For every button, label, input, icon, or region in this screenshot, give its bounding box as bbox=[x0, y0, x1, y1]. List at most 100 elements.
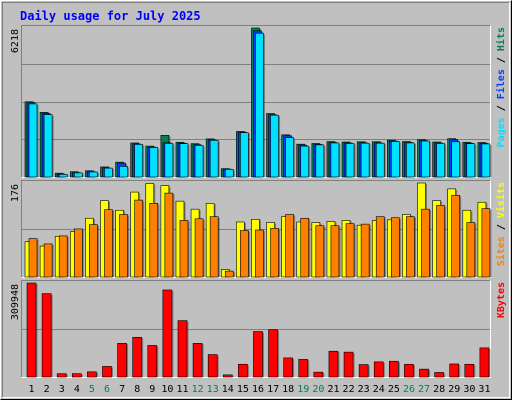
sites-bar-day-8 bbox=[134, 199, 143, 278]
pages-bar-day-15 bbox=[240, 132, 249, 178]
sites-bar-day-3 bbox=[58, 235, 68, 278]
pages-bar-day-18 bbox=[285, 137, 294, 178]
pages-bar-day-16 bbox=[255, 32, 264, 178]
pages-bar-day-17 bbox=[270, 114, 279, 178]
x-tick-label-day-21: 21 bbox=[327, 384, 339, 395]
pages-bar-day-8 bbox=[134, 144, 143, 178]
pages-bar-day-21 bbox=[330, 142, 340, 178]
sites-bar-day-2 bbox=[43, 243, 53, 278]
pages-bar-day-19 bbox=[300, 145, 310, 178]
sites-bar-day-27 bbox=[421, 208, 430, 278]
pages-bar-day-23 bbox=[360, 142, 370, 178]
sites-bar-day-6 bbox=[104, 209, 113, 278]
sites-bar-day-25 bbox=[391, 217, 400, 278]
panel-kbytes: 309948 KBytes bbox=[10, 280, 507, 378]
kbytes-bar-day-24 bbox=[373, 361, 384, 378]
x-tick-label-day-20: 20 bbox=[312, 384, 324, 395]
pages-bar-day-10 bbox=[164, 143, 174, 178]
kbytes-bar-day-18 bbox=[283, 357, 293, 378]
panel-max-label: 6218 bbox=[10, 29, 21, 53]
x-tick-label-day-8: 8 bbox=[134, 384, 140, 395]
pages-bar-day-1 bbox=[28, 103, 38, 178]
sites-bar-day-22 bbox=[345, 223, 355, 278]
sites-bar-day-17 bbox=[270, 228, 279, 278]
pages-bar-day-26 bbox=[406, 142, 415, 178]
panel-legend: Sites / Visits bbox=[495, 182, 507, 266]
sites-bar-day-19 bbox=[300, 217, 310, 278]
sites-bar-day-23 bbox=[360, 223, 370, 278]
kbytes-bar-day-31 bbox=[479, 347, 490, 378]
kbytes-bar-day-1 bbox=[26, 282, 37, 378]
pages-bar-day-9 bbox=[149, 147, 159, 178]
kbytes-bar-day-6 bbox=[102, 366, 112, 378]
panel-hits-files-pages: 6218 Pages / Files / Hits bbox=[10, 25, 507, 178]
x-tick-label-day-14: 14 bbox=[222, 384, 234, 395]
sites-bar-day-24 bbox=[375, 216, 385, 278]
sites-bar-day-5 bbox=[89, 224, 98, 278]
sites-bar-day-7 bbox=[119, 214, 128, 278]
pages-bar-day-12 bbox=[194, 145, 204, 178]
panel-max-label: 176 bbox=[10, 184, 21, 202]
pages-bar-day-27 bbox=[421, 140, 430, 178]
chart-panels: 6218 Pages / Files / Hits 176 Sites / Visit… bbox=[10, 25, 507, 378]
legend-separator: / bbox=[496, 51, 507, 69]
pages-bar-day-31 bbox=[481, 143, 491, 178]
kbytes-bar-day-8 bbox=[132, 336, 142, 378]
kbytes-bar-day-3 bbox=[56, 373, 67, 378]
legend-pages: Pages bbox=[496, 117, 507, 147]
kbytes-bar-day-16 bbox=[253, 331, 263, 378]
sites-bar-day-31 bbox=[481, 208, 491, 278]
pages-bar-day-5 bbox=[89, 171, 98, 178]
pages-bar-day-6 bbox=[104, 167, 113, 178]
x-tick-label-day-11: 11 bbox=[176, 384, 188, 395]
panel-legend: Pages / Files / Hits bbox=[495, 27, 507, 147]
x-tick-label-day-13: 13 bbox=[207, 384, 219, 395]
x-tick-label-day-4: 4 bbox=[74, 384, 80, 395]
sites-bar-day-4 bbox=[73, 228, 83, 278]
sites-bar-day-21 bbox=[330, 225, 340, 278]
x-tick-label-day-3: 3 bbox=[59, 384, 65, 395]
legend-visits: Visits bbox=[495, 182, 507, 218]
pages-bar-day-25 bbox=[391, 141, 400, 178]
sites-bar-day-28 bbox=[436, 205, 445, 278]
sites-bar-day-1 bbox=[28, 238, 38, 278]
kbytes-bar-day-22 bbox=[343, 351, 354, 378]
x-tick-label-day-6: 6 bbox=[104, 384, 110, 395]
x-axis-day-labels: 1 2 3 4 5 6 7 8 9 10 11 12 13 14 15 16 17 18 19 20 21 22 23 24 2… bbox=[29, 384, 491, 395]
kbytes-bar-day-27 bbox=[419, 368, 429, 378]
legend-sites: Sites bbox=[495, 236, 507, 266]
panel-frame-shadow bbox=[21, 180, 491, 278]
chart-title: Daily usage for July 2025 bbox=[20, 9, 201, 23]
sites-bar-day-18 bbox=[285, 214, 294, 278]
kbytes-bar-day-13 bbox=[207, 354, 218, 378]
kbytes-bar-day-2 bbox=[41, 293, 52, 378]
x-tick-label-day-16: 16 bbox=[252, 384, 264, 395]
panel-legend: KBytes bbox=[496, 282, 507, 318]
panel-visits-sites: 176 Sites / Visits bbox=[10, 180, 507, 278]
x-tick-label-day-2: 2 bbox=[44, 384, 50, 395]
sites-bar-day-11 bbox=[179, 220, 189, 278]
x-tick-label-day-17: 17 bbox=[267, 384, 279, 395]
panel-frame-shadow bbox=[21, 25, 491, 178]
panel-frame-highlight bbox=[21, 280, 491, 378]
kbytes-bar-day-14 bbox=[222, 374, 233, 378]
x-tick-label-day-30: 30 bbox=[463, 384, 475, 395]
legend-hits: Hits bbox=[495, 27, 507, 51]
pages-bar-day-4 bbox=[73, 172, 83, 178]
legend-separator: / bbox=[496, 99, 507, 117]
legend-kbytes: KBytes bbox=[496, 282, 507, 318]
legend-files: Files bbox=[495, 69, 507, 99]
kbytes-bar-day-20 bbox=[313, 371, 324, 378]
sites-bar-day-29 bbox=[451, 194, 461, 278]
sites-bar-day-13 bbox=[209, 216, 219, 278]
sites-bar-day-16 bbox=[255, 229, 264, 278]
kbytes-bar-day-21 bbox=[328, 350, 339, 378]
kbytes-bar-day-17 bbox=[268, 329, 278, 378]
kbytes-bar-day-5 bbox=[87, 371, 97, 378]
kbytes-bar-day-28 bbox=[434, 372, 444, 378]
pages-bar-day-3 bbox=[58, 174, 68, 178]
pages-bar-day-13 bbox=[209, 140, 219, 178]
pages-bar-day-2 bbox=[43, 114, 53, 178]
